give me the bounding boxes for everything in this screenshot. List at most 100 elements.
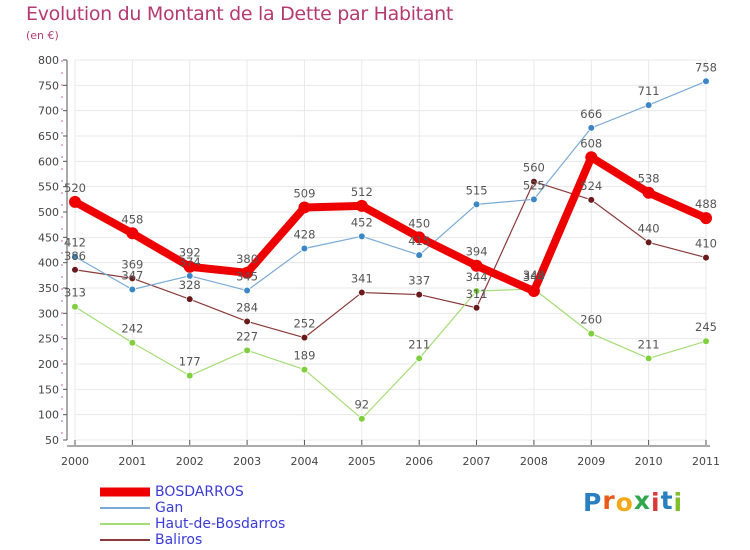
legend-swatch bbox=[100, 507, 150, 509]
data-point bbox=[300, 365, 309, 374]
y-tick-label: 750 bbox=[38, 79, 59, 92]
data-label: 313 bbox=[64, 286, 86, 300]
data-point bbox=[587, 196, 596, 204]
series-line-baliros bbox=[74, 181, 707, 339]
data-label: 211 bbox=[408, 337, 430, 351]
data-point bbox=[69, 195, 81, 208]
data-label: 450 bbox=[408, 216, 430, 230]
data-label: 758 bbox=[695, 60, 717, 74]
data-label: 666 bbox=[580, 107, 602, 121]
chart-subtitle: (en €) bbox=[26, 29, 59, 42]
x-tick-label: 2000 bbox=[61, 455, 89, 468]
data-label: 711 bbox=[638, 84, 660, 98]
data-label: 560 bbox=[523, 161, 545, 175]
series-line-gan bbox=[74, 80, 707, 292]
x-tick-label: 2011 bbox=[692, 455, 720, 468]
data-label: 328 bbox=[179, 278, 201, 292]
legend-label: Baliros bbox=[155, 532, 203, 548]
data-point bbox=[415, 251, 423, 259]
y-tick-label: 600 bbox=[38, 155, 59, 168]
data-label: 344 bbox=[466, 270, 488, 284]
y-tick-label: 550 bbox=[38, 181, 59, 194]
data-label: 524 bbox=[580, 179, 602, 193]
data-label: 394 bbox=[466, 245, 488, 259]
data-label: 189 bbox=[293, 349, 315, 363]
data-point bbox=[644, 101, 653, 109]
data-point bbox=[587, 124, 596, 132]
data-point bbox=[243, 286, 251, 295]
data-point bbox=[128, 285, 137, 294]
series-line-haut-de-bosdarros bbox=[74, 288, 707, 420]
x-tick-label: 2007 bbox=[463, 455, 491, 468]
data-label: 311 bbox=[466, 287, 488, 301]
data-label: 245 bbox=[695, 320, 717, 334]
series-lines bbox=[69, 77, 712, 423]
data-point bbox=[530, 177, 538, 186]
x-tick-label: 2001 bbox=[118, 455, 146, 468]
data-point bbox=[415, 290, 423, 299]
data-label: 177 bbox=[179, 355, 201, 369]
axes: 50 100 150 200 250 300 350 400 450 500 550 600 650 70… bbox=[38, 54, 720, 468]
x-tick-label: 2009 bbox=[577, 455, 605, 468]
data-label: 512 bbox=[351, 185, 373, 199]
data-point bbox=[472, 287, 481, 295]
data-point bbox=[585, 151, 598, 164]
legend-item: Haut-de-Bosdarros bbox=[100, 516, 360, 532]
x-tick-label: 2002 bbox=[176, 455, 204, 468]
data-point bbox=[413, 231, 426, 244]
data-point bbox=[644, 354, 653, 363]
data-label: 515 bbox=[466, 183, 488, 197]
legend-label: Haut-de-Bosdarros bbox=[155, 516, 286, 532]
y-tick-label: 800 bbox=[38, 54, 59, 67]
data-label: 452 bbox=[351, 215, 373, 229]
chart-title: Evolution du Montant de la Dette par Hab… bbox=[26, 3, 454, 25]
data-point bbox=[71, 302, 79, 311]
data-point bbox=[470, 259, 483, 272]
data-label: 415 bbox=[408, 234, 430, 248]
data-label: 410 bbox=[695, 237, 717, 251]
legend-swatch bbox=[100, 487, 150, 497]
y-tick-label: 100 bbox=[38, 409, 59, 422]
data-label: 525 bbox=[523, 178, 545, 192]
grid bbox=[74, 59, 707, 441]
data-point bbox=[702, 253, 710, 262]
data-label: 211 bbox=[638, 337, 660, 351]
legend-label: Gan bbox=[155, 500, 184, 516]
y-tick-label: 350 bbox=[38, 282, 59, 295]
data-label: 374 bbox=[179, 255, 201, 269]
y-tick-label: 500 bbox=[38, 206, 59, 219]
x-tick-label: 2005 bbox=[348, 455, 376, 468]
data-point bbox=[358, 414, 366, 423]
data-label: 608 bbox=[580, 136, 602, 150]
data-label: 348 bbox=[523, 268, 545, 282]
data-label: 341 bbox=[351, 272, 373, 286]
data-point bbox=[472, 303, 481, 312]
data-point bbox=[472, 200, 481, 209]
data-point bbox=[527, 285, 540, 298]
x-tick-label: 2006 bbox=[405, 455, 433, 468]
data-point bbox=[183, 260, 196, 273]
data-point bbox=[587, 329, 596, 338]
x-tick-label: 2003 bbox=[233, 455, 261, 468]
data-label: 344 bbox=[523, 270, 545, 284]
data-point bbox=[530, 195, 538, 204]
legend: BOSDARROS Gan Haut-de-Bosdarros Baliros bbox=[100, 484, 360, 548]
data-point bbox=[243, 346, 251, 355]
data-point bbox=[702, 77, 710, 86]
y-tick-label: 150 bbox=[38, 383, 59, 396]
data-point bbox=[644, 238, 653, 247]
data-label: 458 bbox=[121, 212, 143, 226]
y-tick-label: 700 bbox=[38, 105, 59, 118]
data-label: 509 bbox=[293, 186, 315, 200]
y-tick-label: 400 bbox=[38, 257, 59, 270]
data-point bbox=[126, 227, 139, 240]
y-tick-label: 200 bbox=[38, 358, 59, 371]
legend-swatch bbox=[100, 523, 150, 525]
data-point bbox=[355, 199, 368, 212]
data-label: 428 bbox=[293, 227, 315, 241]
legend-item: BOSDARROS bbox=[100, 484, 360, 500]
y-tick-label: 650 bbox=[38, 130, 59, 143]
